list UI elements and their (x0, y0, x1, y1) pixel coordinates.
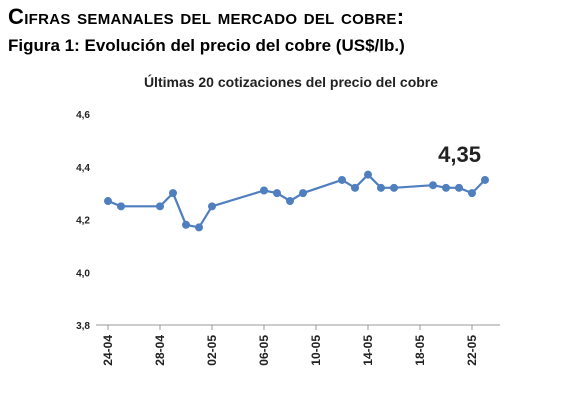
data-point (195, 223, 203, 232)
data-point (429, 181, 437, 190)
x-tick-label: 10-05 (309, 335, 323, 366)
y-tick-label: 3,8 (76, 321, 90, 332)
x-tick-label: 18-05 (413, 335, 427, 366)
data-point (117, 202, 125, 211)
data-point (377, 183, 385, 192)
y-tick-label: 4,4 (76, 163, 90, 174)
x-tick-label: 14-05 (361, 335, 375, 366)
figure-caption: Figura 1: Evolución del precio del cobre… (8, 36, 405, 55)
series-line (107, 173, 486, 229)
x-tick-label: 22-05 (465, 335, 479, 366)
data-point (260, 186, 268, 195)
data-point (208, 202, 216, 211)
x-tick-label: 02-05 (205, 335, 219, 366)
data-point (390, 183, 398, 192)
data-point (455, 183, 463, 192)
data-point (273, 189, 281, 198)
page-title: Cifras semanales del mercado del cobre: (8, 4, 405, 29)
data-point (338, 175, 346, 184)
data-point (351, 183, 359, 192)
data-point (169, 189, 177, 198)
data-point (104, 197, 112, 206)
data-point (182, 220, 190, 229)
x-tick-label: 28-04 (153, 335, 167, 366)
y-tick-label: 4,0 (76, 268, 90, 279)
data-point (481, 175, 489, 184)
data-point (286, 197, 294, 206)
data-point (468, 189, 476, 198)
last-value-label: 4,35 (438, 142, 481, 167)
y-tick-label: 4,6 (76, 110, 90, 121)
x-tick-label: 24-04 (101, 335, 115, 366)
data-point (364, 170, 372, 179)
x-tick-label: 06-05 (257, 335, 271, 366)
y-tick-label: 4,2 (76, 216, 90, 227)
chart-title: Últimas 20 cotizaciones del precio del c… (143, 74, 439, 90)
data-point (299, 189, 307, 198)
data-point (442, 183, 450, 192)
data-point (156, 202, 164, 211)
